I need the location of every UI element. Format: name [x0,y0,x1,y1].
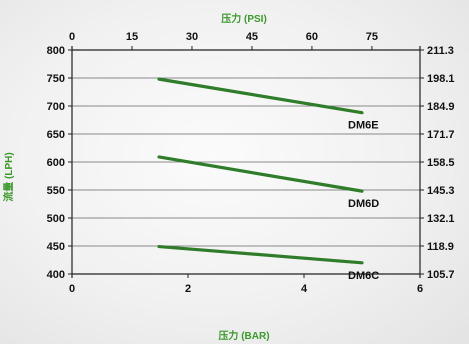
x-top-tick-label: 45 [246,31,258,43]
y-right-tick-label: 145.3 [427,185,455,197]
gridlines [72,49,420,275]
y-left-tick-label: 650 [47,129,65,141]
axes [68,46,424,278]
y-right-tick-label: 171.7 [427,129,455,141]
x-bottom-tick-label: 6 [417,283,423,295]
series-lines [157,77,364,265]
x-bottom-tick-label: 4 [301,283,308,295]
y-right-tick-label: 198.1 [427,73,455,85]
x-top-tick-label: 15 [126,31,138,43]
series-label-dm6c: DM6C [348,270,379,282]
x-bottom-tick-label: 2 [185,283,191,295]
left-axis-title: 流量 (LPH) [2,152,15,201]
series-line-dm6d [157,155,364,193]
bottom-axis-title: 压力 (BAR) [218,329,269,342]
y-left-tick-label: 500 [47,213,65,225]
y-right-tick-label: 158.5 [427,157,455,169]
y-right-tick-label: 184.9 [427,101,455,113]
series-line-dm6e [157,77,364,115]
y-right-tick-label: 105.7 [427,269,455,281]
y-left-tick-label: 750 [47,73,65,85]
series-labels: DM6E DM6D DM6C [348,120,379,282]
y-left-tick-label: 550 [47,185,65,197]
y-left-tick-label: 400 [47,269,65,281]
y-left-tick-label: 600 [47,157,65,169]
x-bottom-tick-label: 0 [69,283,75,295]
series-line-dm6c [157,244,364,265]
y-left-tick-label: 800 [47,45,65,57]
x-top-tick-label: 30 [186,31,198,43]
y-right-tick-label: 132.1 [427,213,455,225]
y-right-tick-label: 118.9 [427,241,454,253]
x-top-tick-label: 75 [366,31,378,43]
series-label-dm6e: DM6E [348,120,379,132]
y-left-tick-label: 450 [47,241,65,253]
x-top-tick-label: 60 [306,31,318,43]
x-top-tick-label: 0 [69,31,75,43]
y-right-tick-label: 211.3 [427,45,454,57]
y-left-tick-label: 700 [47,101,65,113]
top-axis-title: 压力 (PSI) [221,12,267,25]
series-label-dm6d: DM6D [348,198,379,210]
